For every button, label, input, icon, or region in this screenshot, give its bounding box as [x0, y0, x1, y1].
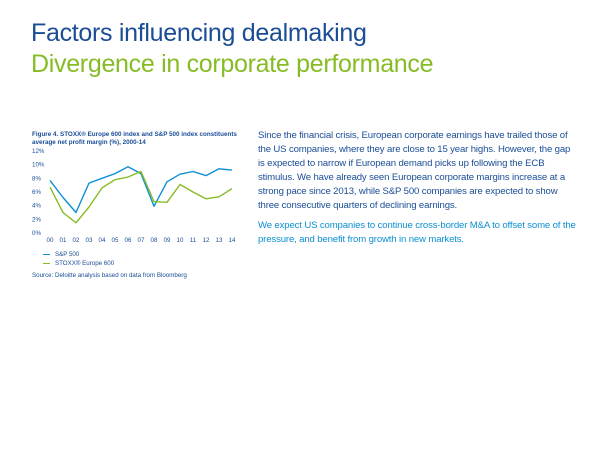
legend-item-sp500: S&P 500 [43, 250, 114, 259]
y-tick-label: 2% [32, 216, 41, 223]
y-tick-label: 0% [32, 230, 41, 237]
y-tick-label: 4% [32, 203, 41, 210]
series-line-stoxx600 [49, 170, 233, 224]
body-paragraph-1: Since the financial crisis, European cor… [258, 130, 571, 211]
x-tick-label: 14 [229, 237, 236, 244]
series-line-sp500 [49, 165, 233, 214]
x-tick-label: 13 [216, 237, 223, 244]
y-tick-label: 12% [32, 148, 45, 155]
y-tick-label: 6% [32, 189, 41, 196]
figure-source: Source: Deloitte analysis based on data … [32, 272, 187, 279]
x-tick-label: 11 [190, 237, 197, 244]
x-tick-label: 12 [203, 237, 210, 244]
y-tick-label: 8% [32, 175, 41, 182]
legend-swatch-stoxx600 [43, 262, 50, 265]
body-text: Since the financial crisis, European cor… [258, 129, 578, 247]
x-tick-label: 02 [73, 237, 80, 244]
x-tick-label: 06 [125, 237, 132, 244]
figure-caption: Figure 4. STOXX® Europe 600 index and S&… [32, 131, 237, 146]
legend-swatch-sp500 [43, 253, 50, 256]
x-tick-label: 01 [60, 237, 67, 244]
x-tick-label: 04 [99, 237, 106, 244]
legend-label-stoxx600: STOXX® Europe 600 [55, 260, 115, 267]
x-tick-label: 09 [164, 237, 171, 244]
x-tick-label: 05 [112, 237, 119, 244]
x-tick-label: 00 [47, 237, 54, 244]
x-tick-label: 08 [151, 237, 158, 244]
legend-label-sp500: S&P 500 [55, 251, 80, 258]
x-tick-label: 10 [177, 237, 184, 244]
body-paragraph-2-highlight: We expect US companies to continue cross… [258, 220, 576, 245]
page-title: Factors influencing dealmaking [31, 19, 367, 47]
page-subtitle: Divergence in corporate performance [31, 50, 434, 78]
y-tick-label: 10% [32, 162, 45, 169]
x-tick-label: 03 [86, 237, 93, 244]
legend-item-stoxx600: STOXX® Europe 600 [43, 259, 114, 268]
x-tick-label: 07 [138, 237, 145, 244]
chart-legend: S&P 500 STOXX® Europe 600 [43, 250, 114, 268]
